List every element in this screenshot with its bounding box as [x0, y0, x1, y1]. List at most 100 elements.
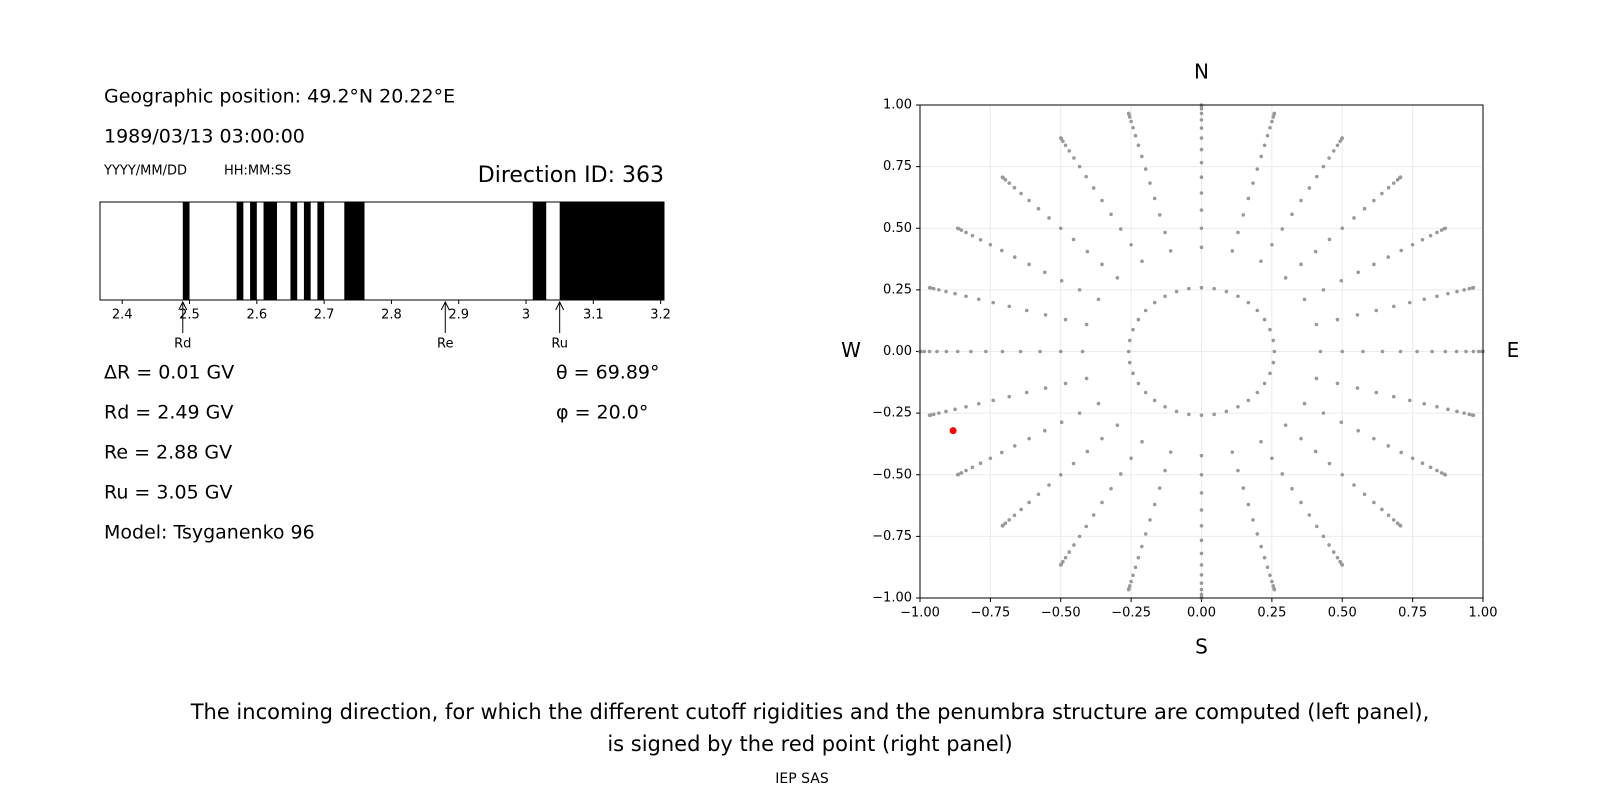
penumbra-band: [263, 202, 278, 300]
direction-point: [1143, 390, 1148, 395]
direction-point: [1131, 327, 1135, 332]
direction-point: [1443, 226, 1448, 231]
direction-point: [988, 242, 993, 247]
direction-point: [1355, 313, 1360, 317]
direction-point: [1280, 472, 1285, 476]
direction-point: [1199, 175, 1204, 179]
direction-point: [1335, 381, 1340, 386]
direction-point: [1428, 465, 1433, 470]
direction-point: [1096, 401, 1101, 406]
direction-point: [1058, 472, 1063, 477]
direction-point: [1115, 276, 1120, 280]
penumbra-band: [344, 202, 365, 300]
direction-point: [1133, 133, 1138, 138]
direction-point: [1100, 262, 1104, 267]
direction-point: [1372, 262, 1376, 267]
direction-point: [1372, 436, 1376, 441]
direction-point: [1246, 398, 1251, 403]
direction-point: [1199, 245, 1204, 250]
direction-point: [1280, 227, 1285, 231]
direction-point: [1283, 423, 1288, 427]
penumbra-band: [317, 202, 325, 300]
delta-r: ΔR = 0.01 GV: [104, 362, 234, 384]
direction-point: [955, 472, 960, 477]
direction-point: [1362, 206, 1367, 211]
direction-point: [978, 461, 983, 466]
direction-point: [1148, 181, 1152, 185]
direction-point: [1096, 297, 1101, 302]
direction-point: [1163, 468, 1167, 473]
direction-point: [1000, 248, 1004, 253]
direction-point: [1000, 450, 1004, 455]
direction-point: [1410, 242, 1415, 247]
direction-point: [1058, 136, 1063, 140]
direction-point: [1091, 513, 1096, 517]
direction-point: [1283, 276, 1288, 280]
direction-point: [1131, 573, 1135, 578]
direction-point: [1259, 439, 1263, 444]
direction-point: [1265, 133, 1270, 138]
direction-point: [1270, 242, 1274, 247]
direction-point: [1133, 565, 1138, 570]
direction-point: [1187, 412, 1191, 417]
direction-point: [1464, 349, 1468, 354]
direction-point: [1199, 147, 1204, 152]
penumbra-band: [236, 202, 244, 300]
direction-point: [1187, 286, 1191, 291]
direction-point: [1152, 398, 1157, 403]
direction-point: [964, 404, 968, 409]
direction-point: [1372, 198, 1376, 203]
footer: IEP SAS: [775, 771, 829, 787]
direction-point: [1262, 143, 1267, 148]
direction-point: [1268, 573, 1272, 578]
direction-point: [1174, 289, 1179, 294]
direction-point: [1435, 230, 1439, 235]
direction-point: [1067, 149, 1072, 153]
direction-point: [1361, 349, 1365, 354]
direction-point: [1255, 532, 1260, 536]
direction-point: [1259, 259, 1263, 264]
direction-point: [1270, 456, 1274, 461]
direction-point: [1126, 111, 1131, 116]
direction-point: [964, 230, 968, 235]
compass-label: E: [1507, 338, 1520, 362]
direction-point: [1043, 386, 1048, 390]
direction-point: [1047, 216, 1051, 220]
x-tick-label: −0.25: [1111, 606, 1151, 621]
direction-point: [1230, 450, 1235, 454]
direction-point: [1407, 300, 1412, 305]
direction-point: [1129, 579, 1133, 584]
x-tick-label: 2.4: [112, 308, 133, 323]
y-tick-label: −0.50: [872, 467, 912, 482]
x-tick-label: 0.75: [1398, 606, 1427, 621]
direction-point: [1339, 420, 1344, 424]
direction-point: [1084, 524, 1089, 529]
direction-point: [1019, 507, 1023, 512]
direction-point: [1471, 349, 1476, 354]
direction-point: [1302, 401, 1307, 406]
direction-point: [959, 471, 964, 475]
direction-point: [1115, 423, 1120, 427]
direction-point: [1199, 592, 1204, 597]
direction-point: [1126, 587, 1131, 592]
direction-point: [1199, 587, 1204, 592]
direction-point: [1471, 285, 1476, 290]
direction-point: [1036, 492, 1041, 497]
direction-point: [1391, 394, 1396, 399]
phi: φ = 20.0°: [556, 402, 648, 424]
direction-point: [1063, 555, 1068, 560]
direction-point: [1272, 349, 1277, 354]
direction-point: [1262, 555, 1267, 560]
direction-point: [1027, 500, 1031, 505]
direction-point: [1430, 349, 1434, 354]
direction-point: [1163, 404, 1167, 409]
direction-point: [1340, 136, 1345, 140]
direction-point: [964, 468, 968, 473]
y-tick-label: −0.25: [872, 406, 912, 421]
direction-point: [1077, 411, 1082, 415]
direction-point: [1059, 279, 1064, 283]
direction-point: [1148, 518, 1152, 522]
direction-point: [1224, 289, 1229, 294]
direction-point: [1374, 308, 1379, 313]
